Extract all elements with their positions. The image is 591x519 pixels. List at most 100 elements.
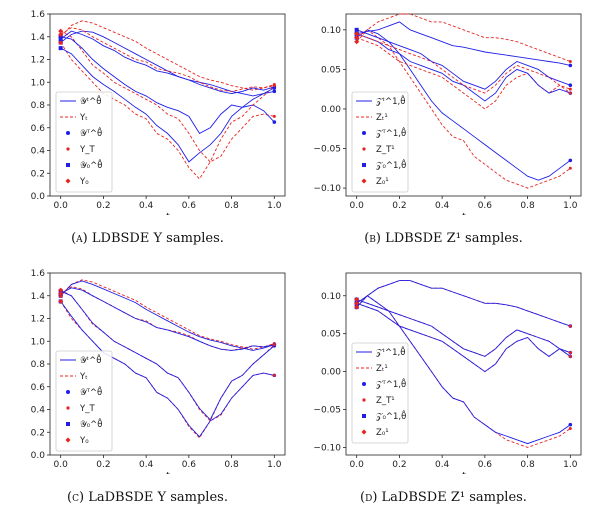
model-line-2: [60, 47, 275, 163]
reference-line-4: [60, 27, 275, 92]
legend-swatch-reference-diamond: [65, 437, 71, 443]
legend-label: 𝒵ᵀ^1,θ̂: [376, 377, 406, 390]
initial-reference-point: [58, 290, 64, 296]
x-tick-label: 0.6: [182, 201, 197, 211]
legend-swatch-reference-diamond: [361, 429, 367, 435]
legend-label: 𝒵ᵗ^1,θ̂: [376, 345, 405, 358]
legend-swatch-reference-dot: [66, 147, 70, 151]
legend-label: Z_T¹: [376, 396, 395, 406]
terminal-model-point: [568, 63, 573, 68]
y-tick-label: 1.4: [31, 292, 46, 302]
legend-label: 𝒴ᵀ^θ̂: [80, 126, 102, 139]
caption-c-text: LaDBSDE Y samples.: [88, 490, 228, 505]
legend-swatch-model-square: [66, 422, 70, 426]
legend-label: 𝒴₀^θ̂: [80, 417, 102, 430]
terminal-reference-point: [272, 114, 276, 118]
initial-reference-point: [354, 35, 360, 41]
legend-label: Z₀¹: [376, 428, 389, 438]
x-tick-label: 1.0: [267, 460, 282, 470]
model-line-4: [356, 299, 571, 357]
caption-c: (c) LaDBSDE Y samples.: [0, 490, 295, 505]
model-line-4: [60, 287, 275, 351]
reference-line-2: [356, 13, 571, 62]
legend-label: Y₀: [79, 436, 89, 446]
terminal-reference-point: [568, 354, 572, 358]
y-tick-label: 0.8: [31, 101, 46, 111]
x-tick-label: 0.0: [54, 460, 69, 470]
x-tick-label: 1.0: [267, 201, 282, 211]
initial-reference-point: [58, 287, 64, 293]
initial-reference-point: [354, 300, 360, 306]
x-tick-label: 0.4: [435, 460, 450, 470]
x-axis-label: t: [166, 212, 171, 215]
legend-label: Yₜ: [79, 113, 88, 123]
terminal-model-point: [272, 89, 277, 94]
terminal-reference-point: [272, 84, 276, 88]
y-tick-label: 1.2: [31, 315, 45, 325]
y-tick-label: 0.0: [31, 192, 46, 202]
model-line-1: [60, 280, 275, 351]
x-tick-label: 0.8: [224, 460, 239, 470]
y-tick-label: 0.6: [31, 383, 46, 393]
legend-label: Zₜ¹: [376, 364, 388, 374]
legend-swatch-reference-dot: [362, 147, 366, 151]
legend-label: 𝒴ᵗ^θ̂: [80, 94, 102, 107]
model-line-2: [60, 301, 275, 438]
legend-swatch-reference-diamond: [65, 178, 71, 184]
y-tick-label: 0.05: [321, 330, 341, 340]
legend-label: Z₀¹: [376, 177, 389, 187]
legend-label: Y₀: [79, 177, 89, 187]
legend-label: 𝒴ᵀ^θ̂: [80, 385, 102, 398]
x-axis-label: t: [462, 471, 467, 474]
initial-reference-point: [354, 31, 360, 37]
legend-swatch-model-square: [362, 414, 366, 418]
initial-model-point: [354, 27, 359, 32]
x-tick-label: 0.6: [478, 201, 493, 211]
y-tick-label: 1.0: [31, 337, 46, 347]
x-tick-label: 1.0: [563, 460, 578, 470]
terminal-reference-point: [568, 324, 572, 328]
y-tick-label: 1.6: [31, 10, 46, 20]
chart-ldbsde-y-svg: 0.0 0.2 0.4 0.6 0.8 1.0 1.2 1.4 1.6 0.0 0.2 0.4 0.6 0…: [31, 10, 286, 223]
y-tick-label: −0.10: [313, 184, 341, 194]
legend-swatch-model-dot: [362, 131, 366, 135]
terminal-model-point: [272, 120, 277, 124]
initial-reference-point: [354, 304, 360, 310]
legend-label: Z_T¹: [376, 145, 395, 155]
chart-ladbsde-y: 0.0 0.2 0.4 0.6 0.8 1.0 1.2 1.4 1.6 0.0 0.2 0.4 0.6 0…: [0, 259, 295, 482]
y-tick-label: 0.4: [31, 147, 46, 157]
terminal-reference-point: [568, 426, 572, 430]
chart-ldbsde-y: 0.0 0.2 0.4 0.6 0.8 1.0 1.2 1.4 1.6 0.0 0.2 0.4 0.6 0…: [0, 0, 295, 223]
legend-label: Y_T: [79, 404, 95, 414]
caption-d-text: LaDBSDE Z¹ samples.: [381, 490, 527, 505]
terminal-reference-point: [272, 343, 276, 347]
y-tick-label: −0.10: [313, 443, 341, 453]
y-tick-label: 0.10: [321, 26, 341, 36]
legend-swatch-reference-diamond: [361, 178, 367, 184]
legend-label: 𝒵₀^1,θ̂: [376, 409, 406, 422]
y-tick-label: 0.00: [321, 368, 341, 378]
legend-label: Zₜ¹: [376, 113, 388, 123]
y-tick-label: 1.4: [31, 33, 46, 43]
initial-reference-point: [58, 39, 64, 45]
initial-model-point: [58, 46, 63, 51]
terminal-model-point: [568, 83, 573, 88]
x-tick-label: 0.6: [478, 460, 493, 470]
caption-d-tag: (d): [360, 490, 378, 505]
terminal-reference-point: [568, 87, 572, 91]
caption-c-tag: (c): [67, 490, 85, 505]
x-tick-label: 0.0: [350, 201, 365, 211]
terminal-model-point: [568, 422, 573, 427]
y-tick-label: 0.4: [31, 406, 46, 416]
legend-label: 𝒵₀^1,θ̂: [376, 158, 406, 171]
x-tick-label: 0.2: [96, 201, 110, 211]
reference-line-1: [356, 29, 571, 189]
x-tick-label: 0.0: [350, 460, 365, 470]
model-line-2: [356, 280, 571, 327]
legend-swatch-model-square: [362, 163, 366, 167]
legend-label: Yₜ: [79, 372, 88, 382]
x-tick-label: 0.8: [520, 201, 535, 211]
x-tick-label: 0.8: [224, 201, 239, 211]
terminal-reference-point: [568, 91, 572, 95]
terminal-reference-point: [568, 351, 572, 355]
